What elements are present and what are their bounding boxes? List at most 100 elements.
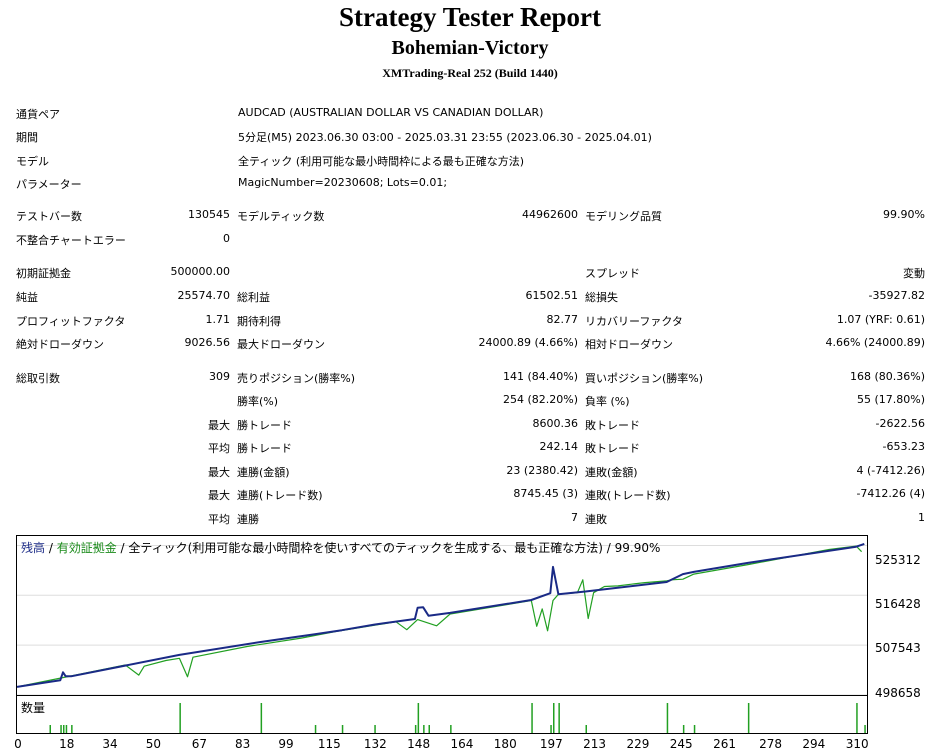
stats-row-largest: 最大 勝トレード 8600.36 敗トレード -2622.56 bbox=[0, 417, 940, 435]
gross-profit-label: 総利益 bbox=[237, 291, 270, 304]
volume-bar bbox=[531, 703, 533, 733]
info-value: MagicNumber=20230608; Lots=0.01; bbox=[238, 176, 448, 189]
volume-bar bbox=[179, 703, 181, 733]
spread-value: 変動 bbox=[903, 267, 925, 280]
x-tick-label: 261 bbox=[713, 737, 736, 751]
stats-row-avg-cons: 平均 連勝 7 連敗 1 bbox=[0, 511, 940, 529]
win-value: 254 (82.20%) bbox=[502, 393, 578, 406]
volume-bar bbox=[423, 725, 425, 733]
bars-value: 130545 bbox=[188, 208, 230, 221]
x-tick-label: 197 bbox=[539, 737, 563, 751]
cons-loss-cnt-label: 連敗(トレード数) bbox=[585, 489, 671, 502]
avg-cons-loss-label: 連敗 bbox=[585, 513, 607, 526]
info-row-period: 期間 5分足(M5) 2023.06.30 03:00 - 2025.03.31… bbox=[0, 129, 940, 147]
avg-cons-win-label: 連勝 bbox=[237, 513, 259, 526]
bars-label: テストバー数 bbox=[16, 210, 82, 223]
ticks-value: 44962600 bbox=[522, 208, 578, 221]
stats-row-bars: テストバー数 130545 モデルティック数 44962600 モデリング品質 … bbox=[0, 208, 940, 226]
info-value: 全ティック (利用可能な最小時間枠による最も正確な方法) bbox=[238, 155, 525, 168]
legend-equity: 有効証拠金 bbox=[56, 541, 117, 555]
deposit-value: 500000.00 bbox=[170, 265, 231, 278]
avg-prefix: 平均 bbox=[208, 442, 230, 455]
balance-chart: 残高 / 有効証拠金 / 全ティック(利用可能な最小時間枠を使いすべてのティック… bbox=[16, 535, 868, 696]
stats-row-cons-count: 最大 連勝(トレード数) 8745.45 (3) 連敗(トレード数) -7412… bbox=[0, 487, 940, 505]
abs-dd-label: 絶対ドローダウン bbox=[16, 338, 104, 351]
stats-row-average: 平均 勝トレード 242.14 敗トレード -653.23 bbox=[0, 440, 940, 458]
avg-win-value: 242.14 bbox=[539, 440, 579, 453]
y-tick-label: 516428 bbox=[875, 597, 921, 611]
net-label: 純益 bbox=[16, 291, 38, 304]
pf-value: 1.71 bbox=[205, 313, 231, 326]
total-trades-label: 総取引数 bbox=[16, 372, 60, 385]
max-prefix: 最大 bbox=[208, 419, 230, 432]
volume-bar bbox=[414, 725, 417, 733]
stats-row-profit-factor: プロフィットファクタ 1.71 期待利得 82.77 リカバリーファクタ 1.0… bbox=[0, 313, 940, 331]
volume-chart: 数量 bbox=[16, 696, 868, 734]
info-label: モデル bbox=[16, 155, 49, 168]
avg-cons-loss-value: 1 bbox=[918, 511, 925, 524]
cons-loss-cnt-value: -7412.26 (4) bbox=[856, 487, 925, 500]
volume-bar bbox=[693, 725, 696, 733]
stats-row-cons-amount: 最大 連勝(金額) 23 (2380.42) 連敗(金額) 4 (-7412.2… bbox=[0, 464, 940, 482]
stats-row-drawdown: 絶対ドローダウン 9026.56 最大ドローダウン 24000.89 (4.66… bbox=[0, 336, 940, 354]
volume-bar bbox=[260, 703, 263, 733]
win-label: 勝率(%) bbox=[237, 395, 279, 408]
stats-row-deposit: 初期証拠金 500000.00 スプレッド 変動 bbox=[0, 265, 940, 283]
mismatch-label: 不整合チャートエラー bbox=[16, 234, 126, 247]
x-tick-label: 83 bbox=[235, 737, 251, 751]
info-label: 通貨ペア bbox=[16, 108, 60, 121]
volume-bar bbox=[314, 725, 317, 733]
recovery-value: 1.07 (YRF: 0.61) bbox=[836, 313, 925, 326]
volume-bar bbox=[856, 703, 858, 733]
volume-bar bbox=[682, 725, 685, 733]
x-tick-label: 180 bbox=[493, 737, 517, 751]
max-prefix: 最大 bbox=[208, 489, 230, 502]
largest-loss-value: -2622.56 bbox=[875, 417, 925, 430]
volume-bar bbox=[864, 725, 866, 733]
avg-loss-label: 敗トレード bbox=[585, 442, 640, 455]
largest-loss-label: 敗トレード bbox=[585, 419, 640, 432]
quality-label: モデリング品質 bbox=[585, 210, 662, 223]
equity-line bbox=[17, 545, 863, 688]
rel-dd-label: 相対ドローダウン bbox=[585, 338, 673, 351]
x-tick-label: 148 bbox=[407, 737, 431, 751]
largest-win-value: 8600.36 bbox=[532, 417, 579, 430]
balance-chart-plot bbox=[17, 542, 867, 695]
largest-win-label: 勝トレード bbox=[237, 419, 292, 432]
volume-bar bbox=[553, 703, 555, 733]
legend-description: / 全ティック(利用可能な最小時間枠を使いすべてのティックを生成する、最も正確な… bbox=[116, 541, 661, 555]
x-tick-label: 99 bbox=[278, 737, 294, 751]
x-tick-label: 67 bbox=[191, 737, 207, 751]
cons-loss-amt-label: 連敗(金額) bbox=[585, 466, 638, 479]
balance-line bbox=[17, 542, 865, 688]
volume-bar bbox=[428, 725, 430, 733]
x-tick-label: 115 bbox=[317, 737, 341, 751]
volume-plot bbox=[49, 703, 866, 733]
volume-bar bbox=[49, 725, 51, 733]
x-tick-label: 229 bbox=[626, 737, 650, 751]
pf-label: プロフィットファクタ bbox=[16, 315, 126, 328]
gross-loss-value: -35927.82 bbox=[868, 289, 925, 302]
info-value: 5分足(M5) 2023.06.30 03:00 - 2025.03.31 23… bbox=[238, 131, 652, 144]
x-tick-label: 0 bbox=[14, 737, 22, 751]
y-tick-label: 525312 bbox=[875, 553, 921, 567]
x-tick-label: 310 bbox=[845, 737, 869, 751]
x-tick-label: 294 bbox=[802, 737, 826, 751]
abs-dd-value: 9026.56 bbox=[184, 336, 231, 349]
spread-label: スプレッド bbox=[585, 267, 640, 280]
x-tick-label: 50 bbox=[145, 737, 161, 751]
legend-balance: 残高 bbox=[21, 541, 46, 555]
x-tick-label: 18 bbox=[59, 737, 75, 751]
cons-win-cnt-value: 8745.45 (3) bbox=[513, 487, 578, 500]
cons-loss-amt-value: 4 (-7412.26) bbox=[856, 464, 925, 477]
volume-bar bbox=[341, 725, 344, 733]
long-label: 買いポジション(勝率%) bbox=[585, 372, 704, 385]
volume-label: 数量 bbox=[21, 701, 46, 715]
avg-cons-win-value: 7 bbox=[571, 511, 578, 524]
y-tick-label: 507543 bbox=[875, 641, 921, 655]
quality-value: 99.90% bbox=[883, 208, 925, 221]
y-tick-label: 498658 bbox=[875, 686, 921, 700]
info-label: パラメーター bbox=[16, 178, 82, 191]
legend-separator: / bbox=[45, 541, 57, 555]
max-dd-value: 24000.89 (4.66%) bbox=[478, 336, 578, 349]
